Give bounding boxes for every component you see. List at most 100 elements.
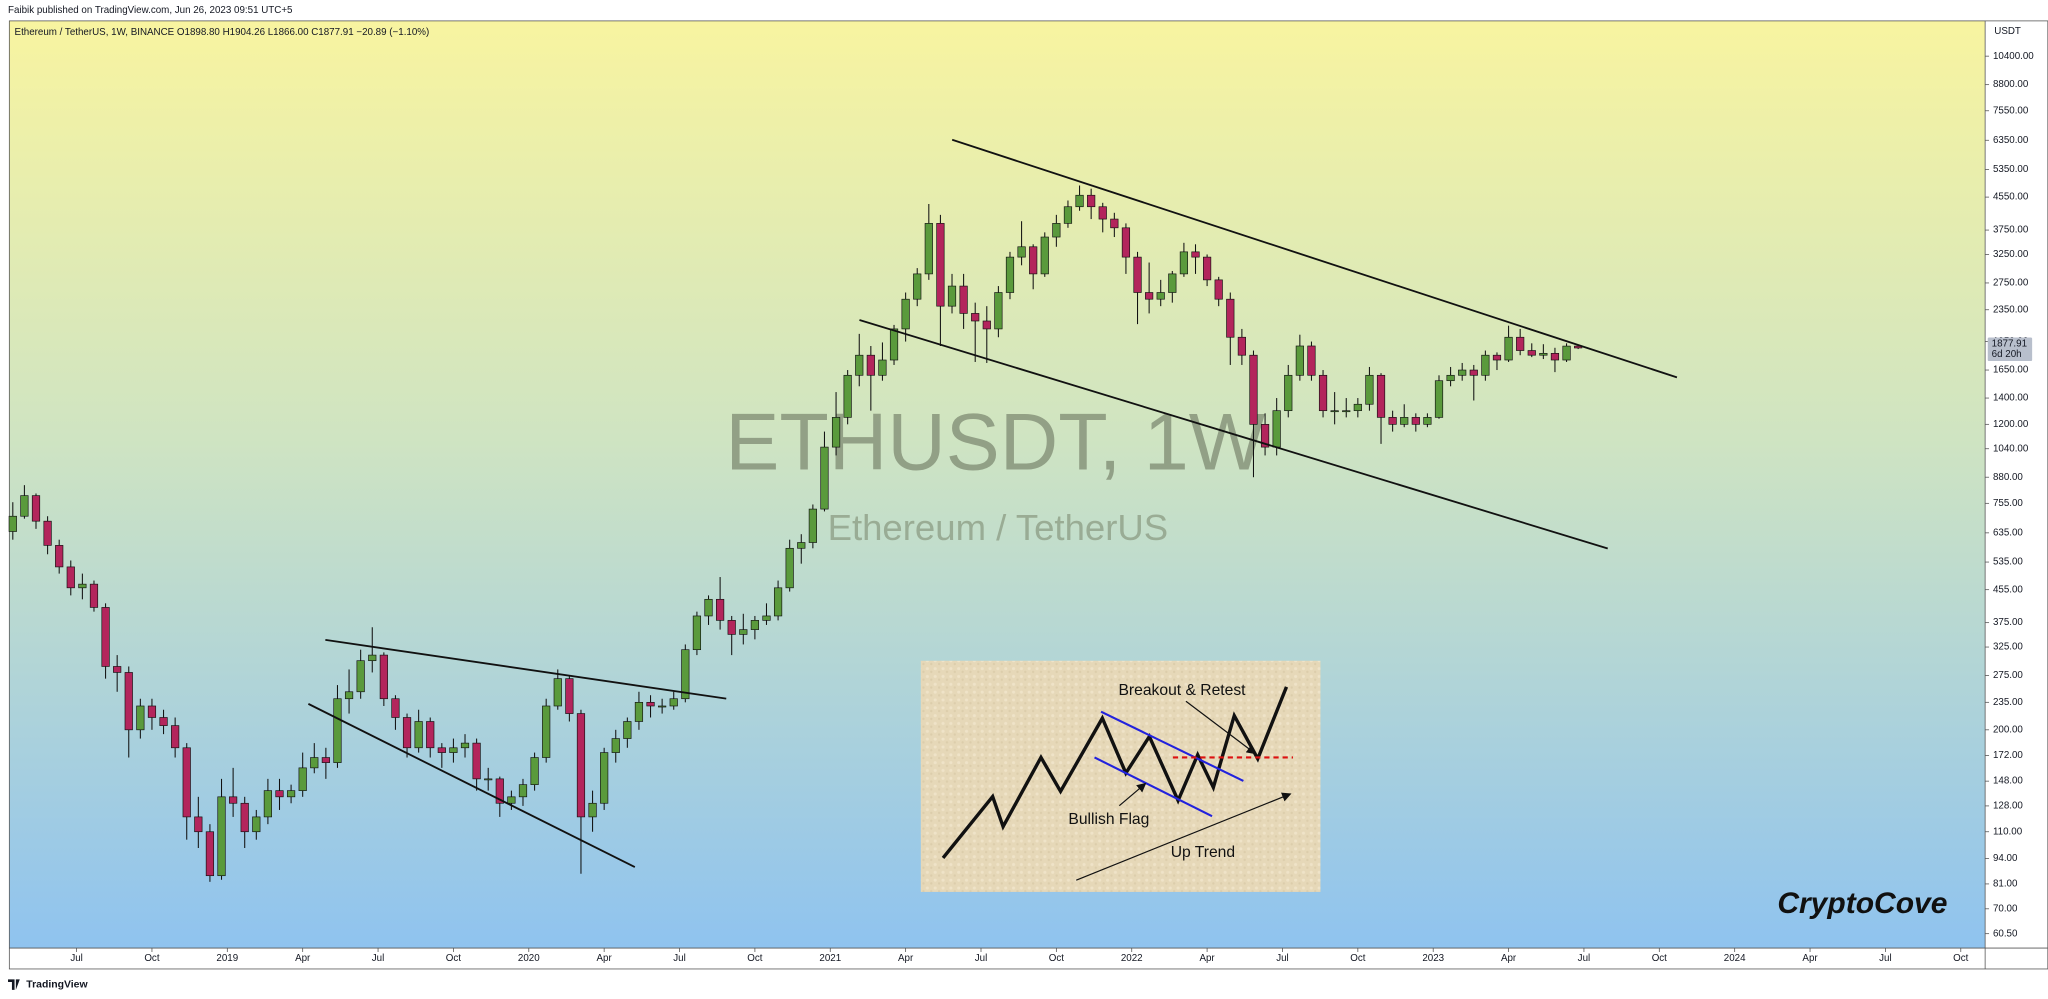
x-tick-label: 2024 (1724, 953, 1746, 964)
candle-body (542, 705, 551, 758)
candle-body (878, 359, 887, 376)
last-price-label: 1877.91 (1992, 339, 2027, 350)
pattern-inset: Breakout & Retest Bullish Flag Up Trend (920, 660, 1321, 892)
candle-body (1063, 206, 1073, 224)
candle-body (368, 654, 377, 662)
candle-body (1145, 292, 1154, 300)
candle-body (611, 738, 620, 753)
inset-background (920, 660, 1321, 892)
candle-body (437, 747, 446, 753)
candle-body (658, 705, 667, 708)
y-tick-label: 2350.00 (1993, 304, 2029, 315)
candle-body (229, 796, 238, 804)
candle-body (1156, 292, 1165, 300)
x-tick-label: Jul (673, 953, 686, 964)
candle-body (1272, 410, 1281, 448)
x-tick-label: Oct (144, 953, 159, 964)
candle-body (1133, 256, 1142, 293)
y-tick-label: 10400.00 (1993, 51, 2034, 62)
candle-body (1411, 417, 1420, 425)
candle-body (1539, 352, 1548, 356)
candle-body (576, 713, 586, 818)
candle-body (31, 495, 41, 522)
candle-body (78, 583, 87, 589)
candle-body (866, 354, 875, 376)
candle-body (20, 495, 29, 517)
channel-lower (859, 319, 1608, 550)
candle-body (727, 620, 736, 635)
candle-body (913, 273, 922, 300)
wedge-lower (307, 703, 636, 868)
candle-body (1516, 336, 1525, 351)
channel-upper (951, 138, 1678, 379)
candle-body (66, 566, 75, 589)
candle-body (298, 767, 307, 791)
candle-body (356, 660, 365, 693)
candle-body (936, 223, 945, 307)
candle-body (1353, 403, 1362, 412)
footer-icon (8, 979, 20, 990)
candle-body (1260, 424, 1270, 448)
candle-body (263, 790, 272, 818)
candle-body (286, 790, 296, 798)
candle-body (136, 705, 145, 731)
candle-body (1365, 374, 1374, 405)
candle-body (484, 778, 493, 781)
candle-body (1376, 374, 1386, 418)
candle-body (1237, 336, 1246, 356)
candle-body (1249, 354, 1258, 425)
candle-body (1052, 223, 1061, 238)
x-tick-label: Jul (1276, 953, 1289, 964)
candle-body (1226, 298, 1235, 338)
candle-body (55, 545, 64, 568)
x-tick-label: Apr (295, 953, 311, 964)
x-tick-label: 2022 (1121, 953, 1143, 964)
candle-body (843, 374, 852, 418)
last-price-box (1987, 337, 2033, 362)
candle-body (634, 701, 644, 722)
x-tick-label: Oct (747, 953, 762, 964)
watermark-symbol: ETHUSDT, 1W (725, 397, 1265, 487)
candle-body (1388, 417, 1397, 425)
y-tick-label: 235.00 (1993, 697, 2023, 708)
x-tick-label: Jul (372, 953, 385, 964)
candle-body (8, 515, 17, 532)
candle-body (530, 757, 539, 785)
candle-body (1203, 256, 1212, 281)
candle-body (739, 629, 748, 635)
candle-body (565, 678, 574, 714)
candle-body (449, 747, 458, 753)
x-tick-label: Oct (446, 953, 461, 964)
x-tick-label: Jul (1879, 953, 1892, 964)
candle-body (1400, 417, 1409, 425)
x-tick-label: Oct (1652, 953, 1667, 964)
candle-body (43, 520, 52, 546)
candle-body (159, 717, 168, 726)
candle-body (113, 666, 122, 673)
candle-body (1005, 256, 1015, 293)
y-tick-label: 128.00 (1993, 801, 2023, 812)
x-tick-label: Oct (1350, 953, 1365, 964)
x-tick-label: Apr (597, 953, 613, 964)
y-tick-label: 172.00 (1993, 750, 2023, 761)
candle-body (623, 721, 632, 739)
candle-body (402, 717, 412, 749)
breakout-arrow (1185, 700, 1257, 755)
candle-body (669, 698, 678, 707)
candle-body (716, 598, 725, 621)
candle-body (1342, 410, 1351, 413)
y-tick-label: 6350.00 (1993, 135, 2029, 146)
y-tick-label: 81.00 (1993, 879, 2018, 890)
y-tick-label: 375.00 (1993, 617, 2023, 628)
x-tick-label: Apr (1501, 953, 1517, 964)
candle-body (1469, 369, 1478, 376)
candle-body (773, 587, 783, 617)
candles (8, 185, 1583, 882)
candle-body (495, 778, 504, 804)
y-tick-label: 635.00 (1993, 527, 2023, 538)
wedge-upper (325, 638, 727, 700)
flag-bottom (1094, 756, 1213, 818)
trend-lines (307, 138, 1678, 868)
candle-body (1423, 417, 1432, 425)
